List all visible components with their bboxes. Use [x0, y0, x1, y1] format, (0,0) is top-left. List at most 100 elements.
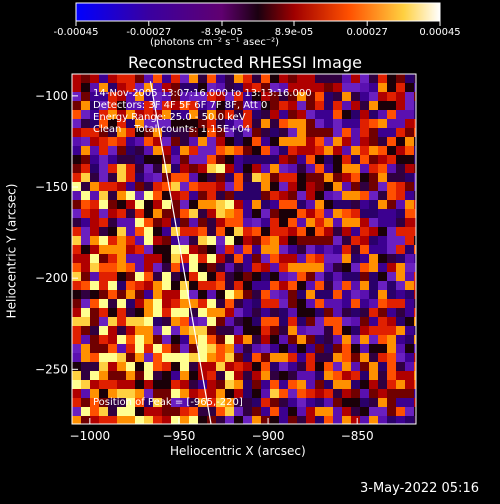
- heatmap-cell: [144, 380, 154, 390]
- heatmap-cell: [324, 173, 334, 183]
- heatmap-cell: [414, 344, 416, 354]
- heatmap-cell: [360, 218, 370, 228]
- heatmap-cell: [261, 200, 271, 210]
- heatmap-cell: [288, 416, 298, 424]
- heatmap-cell: [351, 317, 361, 327]
- heatmap-cell: [234, 245, 244, 255]
- heatmap-cell: [234, 227, 244, 237]
- heatmap-cell: [207, 119, 217, 129]
- heatmap-cell: [225, 272, 235, 282]
- heatmap-cell: [252, 407, 262, 417]
- heatmap-cell: [333, 416, 343, 424]
- heatmap-cell: [261, 110, 271, 120]
- heatmap-cell: [279, 128, 289, 138]
- heatmap-cell: [324, 371, 334, 381]
- heatmap-cell: [396, 74, 406, 84]
- heatmap-cell: [135, 344, 145, 354]
- solar-limb-line: [149, 81, 212, 425]
- heatmap-cell: [342, 92, 352, 102]
- heatmap-cell: [81, 191, 91, 201]
- heatmap-cell: [153, 74, 163, 84]
- heatmap-cell: [315, 101, 325, 111]
- heatmap-cell: [117, 326, 127, 336]
- heatmap-cell: [198, 119, 208, 129]
- heatmap-cell: [144, 191, 154, 201]
- heatmap-cell: [198, 101, 208, 111]
- heatmap-cell: [225, 416, 235, 424]
- heatmap-cell: [405, 290, 415, 300]
- heatmap-cell: [360, 182, 370, 192]
- heatmap-cell: [144, 326, 154, 336]
- heatmap-cell: [252, 164, 262, 174]
- heatmap-cell: [135, 110, 145, 120]
- heatmap-cell: [99, 119, 109, 129]
- heatmap-cell: [351, 209, 361, 219]
- heatmap-cell: [315, 191, 325, 201]
- heatmap-cell: [207, 344, 217, 354]
- heatmap-cell: [333, 290, 343, 300]
- heatmap-cell: [297, 317, 307, 327]
- heatmap-cell: [162, 245, 172, 255]
- heatmap-cell: [135, 227, 145, 237]
- heatmap-cell: [189, 317, 199, 327]
- heatmap-cell: [378, 389, 388, 399]
- peak-position-label: Position of Peak = [-965,-220]: [93, 397, 243, 408]
- heatmap-cell: [270, 110, 280, 120]
- heatmap-cell: [72, 128, 82, 138]
- heatmap-cell: [99, 101, 109, 111]
- heatmap-cell: [171, 407, 181, 417]
- heatmap-cell: [306, 344, 316, 354]
- heatmap-cell: [216, 353, 226, 363]
- x-tick-label: −950: [162, 429, 195, 443]
- heatmap-cell: [135, 236, 145, 246]
- heatmap-cell: [324, 92, 334, 102]
- heatmap-cell: [171, 182, 181, 192]
- heatmap-cell: [297, 200, 307, 210]
- heatmap-cell: [234, 236, 244, 246]
- heatmap-cell: [225, 119, 235, 129]
- heatmap-cell: [252, 290, 262, 300]
- heatmap-cell: [261, 290, 271, 300]
- heatmap-cell: [279, 371, 289, 381]
- heatmap-cell: [99, 254, 109, 264]
- heatmap-cell: [153, 83, 163, 93]
- heatmap-cell: [234, 407, 244, 417]
- heatmap-cell: [324, 227, 334, 237]
- heatmap-cell: [99, 92, 109, 102]
- heatmap-cell: [180, 164, 190, 174]
- heatmap-cell: [243, 92, 253, 102]
- heatmap-cell: [288, 137, 298, 147]
- heatmap-cell: [351, 263, 361, 273]
- heatmap-cell: [306, 380, 316, 390]
- heatmap-cell: [279, 362, 289, 372]
- heatmap-cell: [288, 110, 298, 120]
- heatmap-cell: [279, 218, 289, 228]
- heatmap-cell: [324, 191, 334, 201]
- heatmap-cell: [153, 281, 163, 291]
- heatmap-cell: [324, 272, 334, 282]
- heatmap-cell: [369, 344, 379, 354]
- heatmap-cell: [81, 227, 91, 237]
- heatmap-cell: [306, 227, 316, 237]
- heatmap-cell: [279, 353, 289, 363]
- heatmap-cell: [234, 209, 244, 219]
- heatmap-cell: [216, 164, 226, 174]
- heatmap-cell: [378, 218, 388, 228]
- heatmap-cell: [369, 407, 379, 417]
- heatmap-cell: [81, 245, 91, 255]
- heatmap-cell: [315, 146, 325, 156]
- heatmap-cell: [81, 380, 91, 390]
- heatmap-cell: [405, 344, 415, 354]
- heatmap-cell: [108, 290, 118, 300]
- heatmap-cell: [243, 380, 253, 390]
- heatmap-cell: [306, 263, 316, 273]
- heatmap-cell: [414, 128, 416, 138]
- heatmap-cell: [297, 92, 307, 102]
- heatmap-cell: [171, 128, 181, 138]
- heatmap-cell: [189, 128, 199, 138]
- heatmap-cell: [198, 281, 208, 291]
- heatmap-cell: [378, 101, 388, 111]
- heatmap-cell: [252, 371, 262, 381]
- heatmap-cell: [99, 137, 109, 147]
- heatmap-cell: [360, 119, 370, 129]
